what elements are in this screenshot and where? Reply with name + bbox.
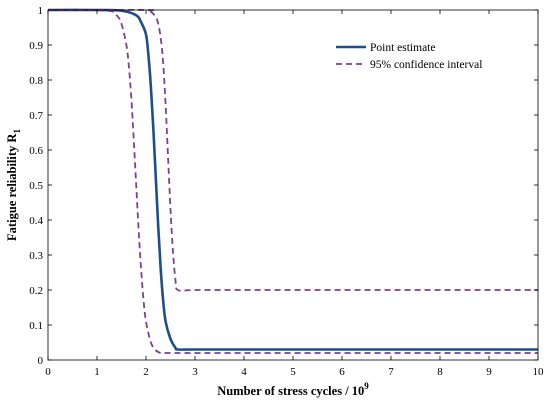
y-axis-label: Fatigue reliability R1 (5, 129, 22, 241)
y-tick-label: 0.4 (29, 215, 43, 227)
y-tick-label: 0.7 (29, 110, 43, 122)
x-tick-label: 2 (143, 366, 149, 378)
series-ci-lower (47, 9, 538, 355)
legend-label-confidence-interval: 95% confidence interval (370, 59, 482, 71)
x-tick-label: 8 (437, 366, 443, 378)
y-tick-label: 0.2 (29, 285, 43, 297)
axes: 0 1 2 3 4 5 6 7 8 9 10 0 0.1 0.2 0.3 0.4 0.5 0.6 0.7 0.8 0.9… (29, 5, 544, 378)
y-tick-label: 0.1 (29, 320, 43, 332)
legend: Point estimate 95% confidence interval (336, 42, 482, 71)
y-tick-label: 0 (38, 355, 44, 367)
y-tick-label: 0.6 (29, 145, 43, 157)
x-tick-label: 0 (45, 366, 51, 378)
y-tick-label: 0.9 (29, 40, 43, 52)
series-ci-upper (47, 8, 538, 292)
y-tick-label: 1 (38, 5, 44, 17)
x-axis-label: Number of stress cycles / 109 (217, 381, 369, 398)
x-tick-label: 3 (192, 366, 198, 378)
y-tick-label: 0.3 (29, 250, 43, 262)
x-tick-label: 6 (339, 366, 345, 378)
x-tick-label: 1 (94, 366, 100, 378)
y-tick-label: 0.8 (29, 75, 43, 87)
x-tick-label: 4 (241, 366, 247, 378)
x-tick-label: 10 (533, 366, 545, 378)
y-tick-label: 0.5 (29, 180, 43, 192)
x-tick-label: 9 (486, 366, 492, 378)
legend-label-point-estimate: Point estimate (370, 42, 435, 54)
series-point-estimate (47, 8, 538, 351)
x-tick-label: 7 (388, 366, 394, 378)
plot-area (47, 8, 538, 355)
x-tick-label: 5 (290, 366, 296, 378)
